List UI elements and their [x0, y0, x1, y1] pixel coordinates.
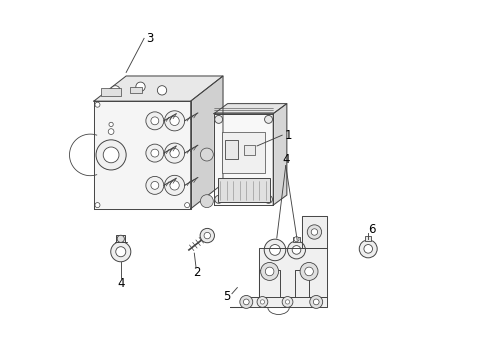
Circle shape	[264, 195, 272, 203]
Text: 5: 5	[223, 290, 230, 303]
Circle shape	[306, 225, 321, 239]
Circle shape	[304, 267, 313, 276]
Bar	[116, 235, 125, 242]
Circle shape	[117, 235, 124, 242]
Bar	[129, 87, 142, 93]
Bar	[217, 178, 269, 202]
Circle shape	[203, 232, 210, 239]
Circle shape	[145, 112, 163, 130]
Polygon shape	[258, 248, 326, 297]
Circle shape	[287, 241, 305, 259]
Circle shape	[169, 116, 179, 126]
Circle shape	[164, 111, 184, 131]
Polygon shape	[301, 216, 326, 248]
Circle shape	[214, 116, 222, 123]
Text: 4: 4	[282, 153, 289, 166]
Circle shape	[157, 86, 166, 95]
Circle shape	[200, 195, 213, 208]
Circle shape	[282, 297, 292, 307]
Circle shape	[293, 237, 298, 242]
Circle shape	[214, 195, 222, 203]
Circle shape	[265, 267, 273, 276]
Circle shape	[184, 203, 189, 208]
Circle shape	[269, 244, 280, 255]
Polygon shape	[214, 104, 286, 114]
Polygon shape	[190, 76, 223, 209]
Circle shape	[109, 122, 113, 127]
Circle shape	[200, 228, 214, 243]
Circle shape	[145, 144, 163, 162]
Circle shape	[264, 239, 285, 261]
Bar	[101, 88, 121, 96]
Circle shape	[169, 181, 179, 190]
Circle shape	[164, 143, 184, 163]
Circle shape	[110, 242, 131, 262]
Bar	[224, 140, 238, 159]
Circle shape	[292, 246, 300, 254]
Circle shape	[151, 117, 159, 125]
Circle shape	[264, 116, 272, 123]
Circle shape	[260, 300, 264, 304]
Circle shape	[151, 181, 159, 189]
Circle shape	[239, 296, 252, 309]
Text: 4: 4	[117, 277, 124, 290]
Circle shape	[285, 300, 289, 304]
Circle shape	[313, 299, 319, 305]
Circle shape	[363, 244, 372, 253]
Polygon shape	[214, 114, 273, 205]
Circle shape	[95, 102, 100, 107]
Circle shape	[359, 240, 376, 258]
Circle shape	[145, 176, 163, 194]
Circle shape	[310, 229, 317, 235]
Circle shape	[260, 262, 278, 280]
Text: 2: 2	[193, 266, 201, 279]
Circle shape	[110, 86, 120, 95]
Circle shape	[309, 296, 322, 309]
Circle shape	[243, 299, 249, 305]
Bar	[292, 237, 300, 242]
Circle shape	[116, 247, 125, 257]
Circle shape	[300, 262, 317, 280]
Polygon shape	[94, 76, 223, 101]
Bar	[364, 236, 371, 240]
Polygon shape	[94, 101, 190, 209]
Polygon shape	[230, 270, 326, 307]
Bar	[222, 132, 265, 173]
Text: 1: 1	[284, 129, 291, 142]
Circle shape	[96, 140, 126, 170]
Circle shape	[151, 149, 159, 157]
Text: 3: 3	[145, 32, 153, 45]
Circle shape	[103, 147, 119, 163]
Circle shape	[164, 175, 184, 195]
Circle shape	[200, 148, 213, 161]
Circle shape	[95, 203, 100, 208]
Bar	[244, 145, 254, 155]
Text: 6: 6	[367, 223, 375, 236]
Polygon shape	[273, 104, 286, 205]
Circle shape	[169, 148, 179, 158]
Circle shape	[108, 129, 114, 134]
Circle shape	[136, 82, 145, 91]
Circle shape	[257, 297, 267, 307]
